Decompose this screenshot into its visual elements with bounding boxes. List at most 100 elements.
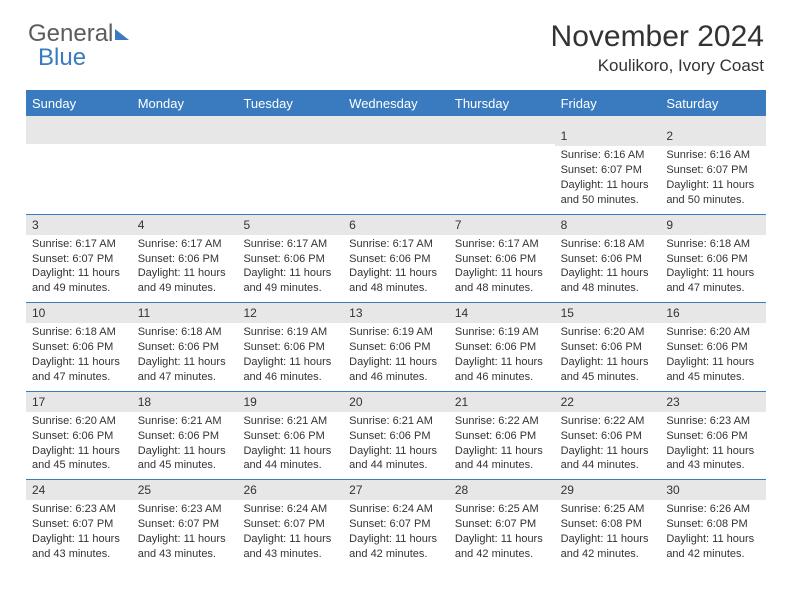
day-body: Sunrise: 6:20 AMSunset: 6:06 PMDaylight:… <box>26 414 132 473</box>
dow-sunday: Sunday <box>26 92 132 116</box>
day-cell: 4Sunrise: 6:17 AMSunset: 6:06 PMDaylight… <box>132 215 238 303</box>
sunset-text: Sunset: 6:06 PM <box>666 252 762 267</box>
daylight-text: Daylight: 11 hours and 43 minutes. <box>32 532 128 562</box>
sunrise-text: Sunrise: 6:21 AM <box>138 414 234 429</box>
sunrise-text: Sunrise: 6:20 AM <box>32 414 128 429</box>
daylight-text: Daylight: 11 hours and 46 minutes. <box>243 355 339 385</box>
daylight-text: Daylight: 11 hours and 48 minutes. <box>349 266 445 296</box>
sunrise-text: Sunrise: 6:25 AM <box>561 502 657 517</box>
day-body: Sunrise: 6:21 AMSunset: 6:06 PMDaylight:… <box>237 414 343 473</box>
sunset-text: Sunset: 6:06 PM <box>455 340 551 355</box>
day-cell: 14Sunrise: 6:19 AMSunset: 6:06 PMDayligh… <box>449 303 555 391</box>
weeks-container: 1Sunrise: 6:16 AMSunset: 6:07 PMDaylight… <box>26 126 766 568</box>
sunrise-text: Sunrise: 6:21 AM <box>349 414 445 429</box>
sunrise-text: Sunrise: 6:26 AM <box>666 502 762 517</box>
sunrise-text: Sunrise: 6:23 AM <box>138 502 234 517</box>
day-body: Sunrise: 6:19 AMSunset: 6:06 PMDaylight:… <box>343 325 449 384</box>
daylight-text: Daylight: 11 hours and 42 minutes. <box>666 532 762 562</box>
day-number: 3 <box>26 215 132 235</box>
sunset-text: Sunset: 6:06 PM <box>349 252 445 267</box>
daylight-text: Daylight: 11 hours and 46 minutes. <box>455 355 551 385</box>
sunrise-text: Sunrise: 6:17 AM <box>455 237 551 252</box>
sunrise-text: Sunrise: 6:25 AM <box>455 502 551 517</box>
day-body: Sunrise: 6:18 AMSunset: 6:06 PMDaylight:… <box>26 325 132 384</box>
sunrise-text: Sunrise: 6:18 AM <box>138 325 234 340</box>
dow-tuesday: Tuesday <box>237 92 343 116</box>
sunrise-text: Sunrise: 6:24 AM <box>243 502 339 517</box>
day-cell: 7Sunrise: 6:17 AMSunset: 6:06 PMDaylight… <box>449 215 555 303</box>
day-number: 12 <box>237 303 343 323</box>
day-body: Sunrise: 6:19 AMSunset: 6:06 PMDaylight:… <box>449 325 555 384</box>
day-number: 27 <box>343 480 449 500</box>
day-number: 13 <box>343 303 449 323</box>
dow-thursday: Thursday <box>449 92 555 116</box>
sunrise-text: Sunrise: 6:20 AM <box>666 325 762 340</box>
day-number: 22 <box>555 392 661 412</box>
day-body: Sunrise: 6:17 AMSunset: 6:06 PMDaylight:… <box>132 237 238 296</box>
sunset-text: Sunset: 6:06 PM <box>32 340 128 355</box>
daylight-text: Daylight: 11 hours and 47 minutes. <box>666 266 762 296</box>
dow-monday: Monday <box>132 92 238 116</box>
day-body: Sunrise: 6:22 AMSunset: 6:06 PMDaylight:… <box>449 414 555 473</box>
daylight-text: Daylight: 11 hours and 43 minutes. <box>243 532 339 562</box>
day-body: Sunrise: 6:23 AMSunset: 6:07 PMDaylight:… <box>132 502 238 561</box>
day-number: 25 <box>132 480 238 500</box>
day-number: 23 <box>660 392 766 412</box>
sunrise-text: Sunrise: 6:22 AM <box>561 414 657 429</box>
day-number: 19 <box>237 392 343 412</box>
day-body: Sunrise: 6:17 AMSunset: 6:07 PMDaylight:… <box>26 237 132 296</box>
day-cell: 24Sunrise: 6:23 AMSunset: 6:07 PMDayligh… <box>26 480 132 568</box>
sunrise-text: Sunrise: 6:21 AM <box>243 414 339 429</box>
sunrise-text: Sunrise: 6:19 AM <box>455 325 551 340</box>
day-body: Sunrise: 6:23 AMSunset: 6:07 PMDaylight:… <box>26 502 132 561</box>
daylight-text: Daylight: 11 hours and 50 minutes. <box>666 178 762 208</box>
sunset-text: Sunset: 6:06 PM <box>455 429 551 444</box>
sunset-text: Sunset: 6:06 PM <box>138 429 234 444</box>
day-cell: 21Sunrise: 6:22 AMSunset: 6:06 PMDayligh… <box>449 392 555 480</box>
sunset-text: Sunset: 6:07 PM <box>32 517 128 532</box>
sunset-text: Sunset: 6:06 PM <box>666 340 762 355</box>
header: General November 2024 Koulikoro, Ivory C… <box>0 0 792 84</box>
sunrise-text: Sunrise: 6:18 AM <box>32 325 128 340</box>
sunrise-text: Sunrise: 6:23 AM <box>32 502 128 517</box>
sunrise-text: Sunrise: 6:19 AM <box>349 325 445 340</box>
day-body: Sunrise: 6:24 AMSunset: 6:07 PMDaylight:… <box>343 502 449 561</box>
daylight-text: Daylight: 11 hours and 46 minutes. <box>349 355 445 385</box>
day-body: Sunrise: 6:18 AMSunset: 6:06 PMDaylight:… <box>555 237 661 296</box>
sunset-text: Sunset: 6:06 PM <box>561 340 657 355</box>
day-cell: 6Sunrise: 6:17 AMSunset: 6:06 PMDaylight… <box>343 215 449 303</box>
daylight-text: Daylight: 11 hours and 47 minutes. <box>138 355 234 385</box>
day-number: 24 <box>26 480 132 500</box>
daylight-text: Daylight: 11 hours and 45 minutes. <box>666 355 762 385</box>
day-body: Sunrise: 6:16 AMSunset: 6:07 PMDaylight:… <box>660 148 766 207</box>
week-row: 17Sunrise: 6:20 AMSunset: 6:06 PMDayligh… <box>26 391 766 480</box>
daylight-text: Daylight: 11 hours and 44 minutes. <box>455 444 551 474</box>
day-body: Sunrise: 6:22 AMSunset: 6:06 PMDaylight:… <box>555 414 661 473</box>
sunrise-text: Sunrise: 6:18 AM <box>666 237 762 252</box>
day-cell: 8Sunrise: 6:18 AMSunset: 6:06 PMDaylight… <box>555 215 661 303</box>
sunrise-text: Sunrise: 6:19 AM <box>243 325 339 340</box>
title-block: November 2024 Koulikoro, Ivory Coast <box>551 20 764 76</box>
daylight-text: Daylight: 11 hours and 42 minutes. <box>561 532 657 562</box>
day-cell <box>343 126 449 214</box>
daylight-text: Daylight: 11 hours and 44 minutes. <box>561 444 657 474</box>
logo-sail-icon <box>115 29 129 40</box>
day-cell: 16Sunrise: 6:20 AMSunset: 6:06 PMDayligh… <box>660 303 766 391</box>
daylight-text: Daylight: 11 hours and 50 minutes. <box>561 178 657 208</box>
day-cell <box>449 126 555 214</box>
day-cell: 11Sunrise: 6:18 AMSunset: 6:06 PMDayligh… <box>132 303 238 391</box>
day-of-week-header: Sunday Monday Tuesday Wednesday Thursday… <box>26 92 766 116</box>
day-cell <box>237 126 343 214</box>
daylight-text: Daylight: 11 hours and 49 minutes. <box>32 266 128 296</box>
week-row: 1Sunrise: 6:16 AMSunset: 6:07 PMDaylight… <box>26 126 766 214</box>
sunset-text: Sunset: 6:06 PM <box>349 340 445 355</box>
daylight-text: Daylight: 11 hours and 42 minutes. <box>455 532 551 562</box>
header-spacer <box>26 116 766 126</box>
day-body: Sunrise: 6:25 AMSunset: 6:08 PMDaylight:… <box>555 502 661 561</box>
day-cell: 29Sunrise: 6:25 AMSunset: 6:08 PMDayligh… <box>555 480 661 568</box>
week-row: 24Sunrise: 6:23 AMSunset: 6:07 PMDayligh… <box>26 479 766 568</box>
sunset-text: Sunset: 6:06 PM <box>243 340 339 355</box>
day-cell: 22Sunrise: 6:22 AMSunset: 6:06 PMDayligh… <box>555 392 661 480</box>
day-cell: 1Sunrise: 6:16 AMSunset: 6:07 PMDaylight… <box>555 126 661 214</box>
day-cell: 20Sunrise: 6:21 AMSunset: 6:06 PMDayligh… <box>343 392 449 480</box>
